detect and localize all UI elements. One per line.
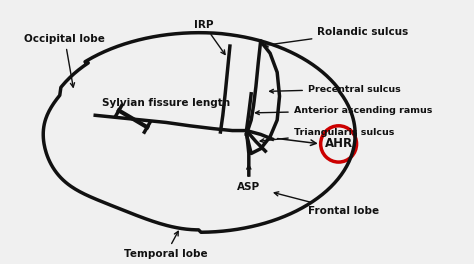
Text: Temporal lobe: Temporal lobe: [124, 231, 208, 259]
Text: Anterior ascending ramus: Anterior ascending ramus: [255, 106, 432, 115]
Text: Rolandic sulcus: Rolandic sulcus: [264, 27, 409, 47]
Text: Sylvian fissure length: Sylvian fissure length: [102, 98, 230, 108]
Text: IRP: IRP: [194, 20, 225, 54]
Text: Triangularis sulcus: Triangularis sulcus: [260, 128, 394, 143]
Text: Frontal lobe: Frontal lobe: [274, 192, 379, 216]
Text: AHR: AHR: [325, 138, 353, 150]
Text: ASP: ASP: [237, 165, 260, 192]
Text: Occipital lobe: Occipital lobe: [24, 34, 105, 87]
Text: Precentral sulcus: Precentral sulcus: [270, 84, 401, 93]
